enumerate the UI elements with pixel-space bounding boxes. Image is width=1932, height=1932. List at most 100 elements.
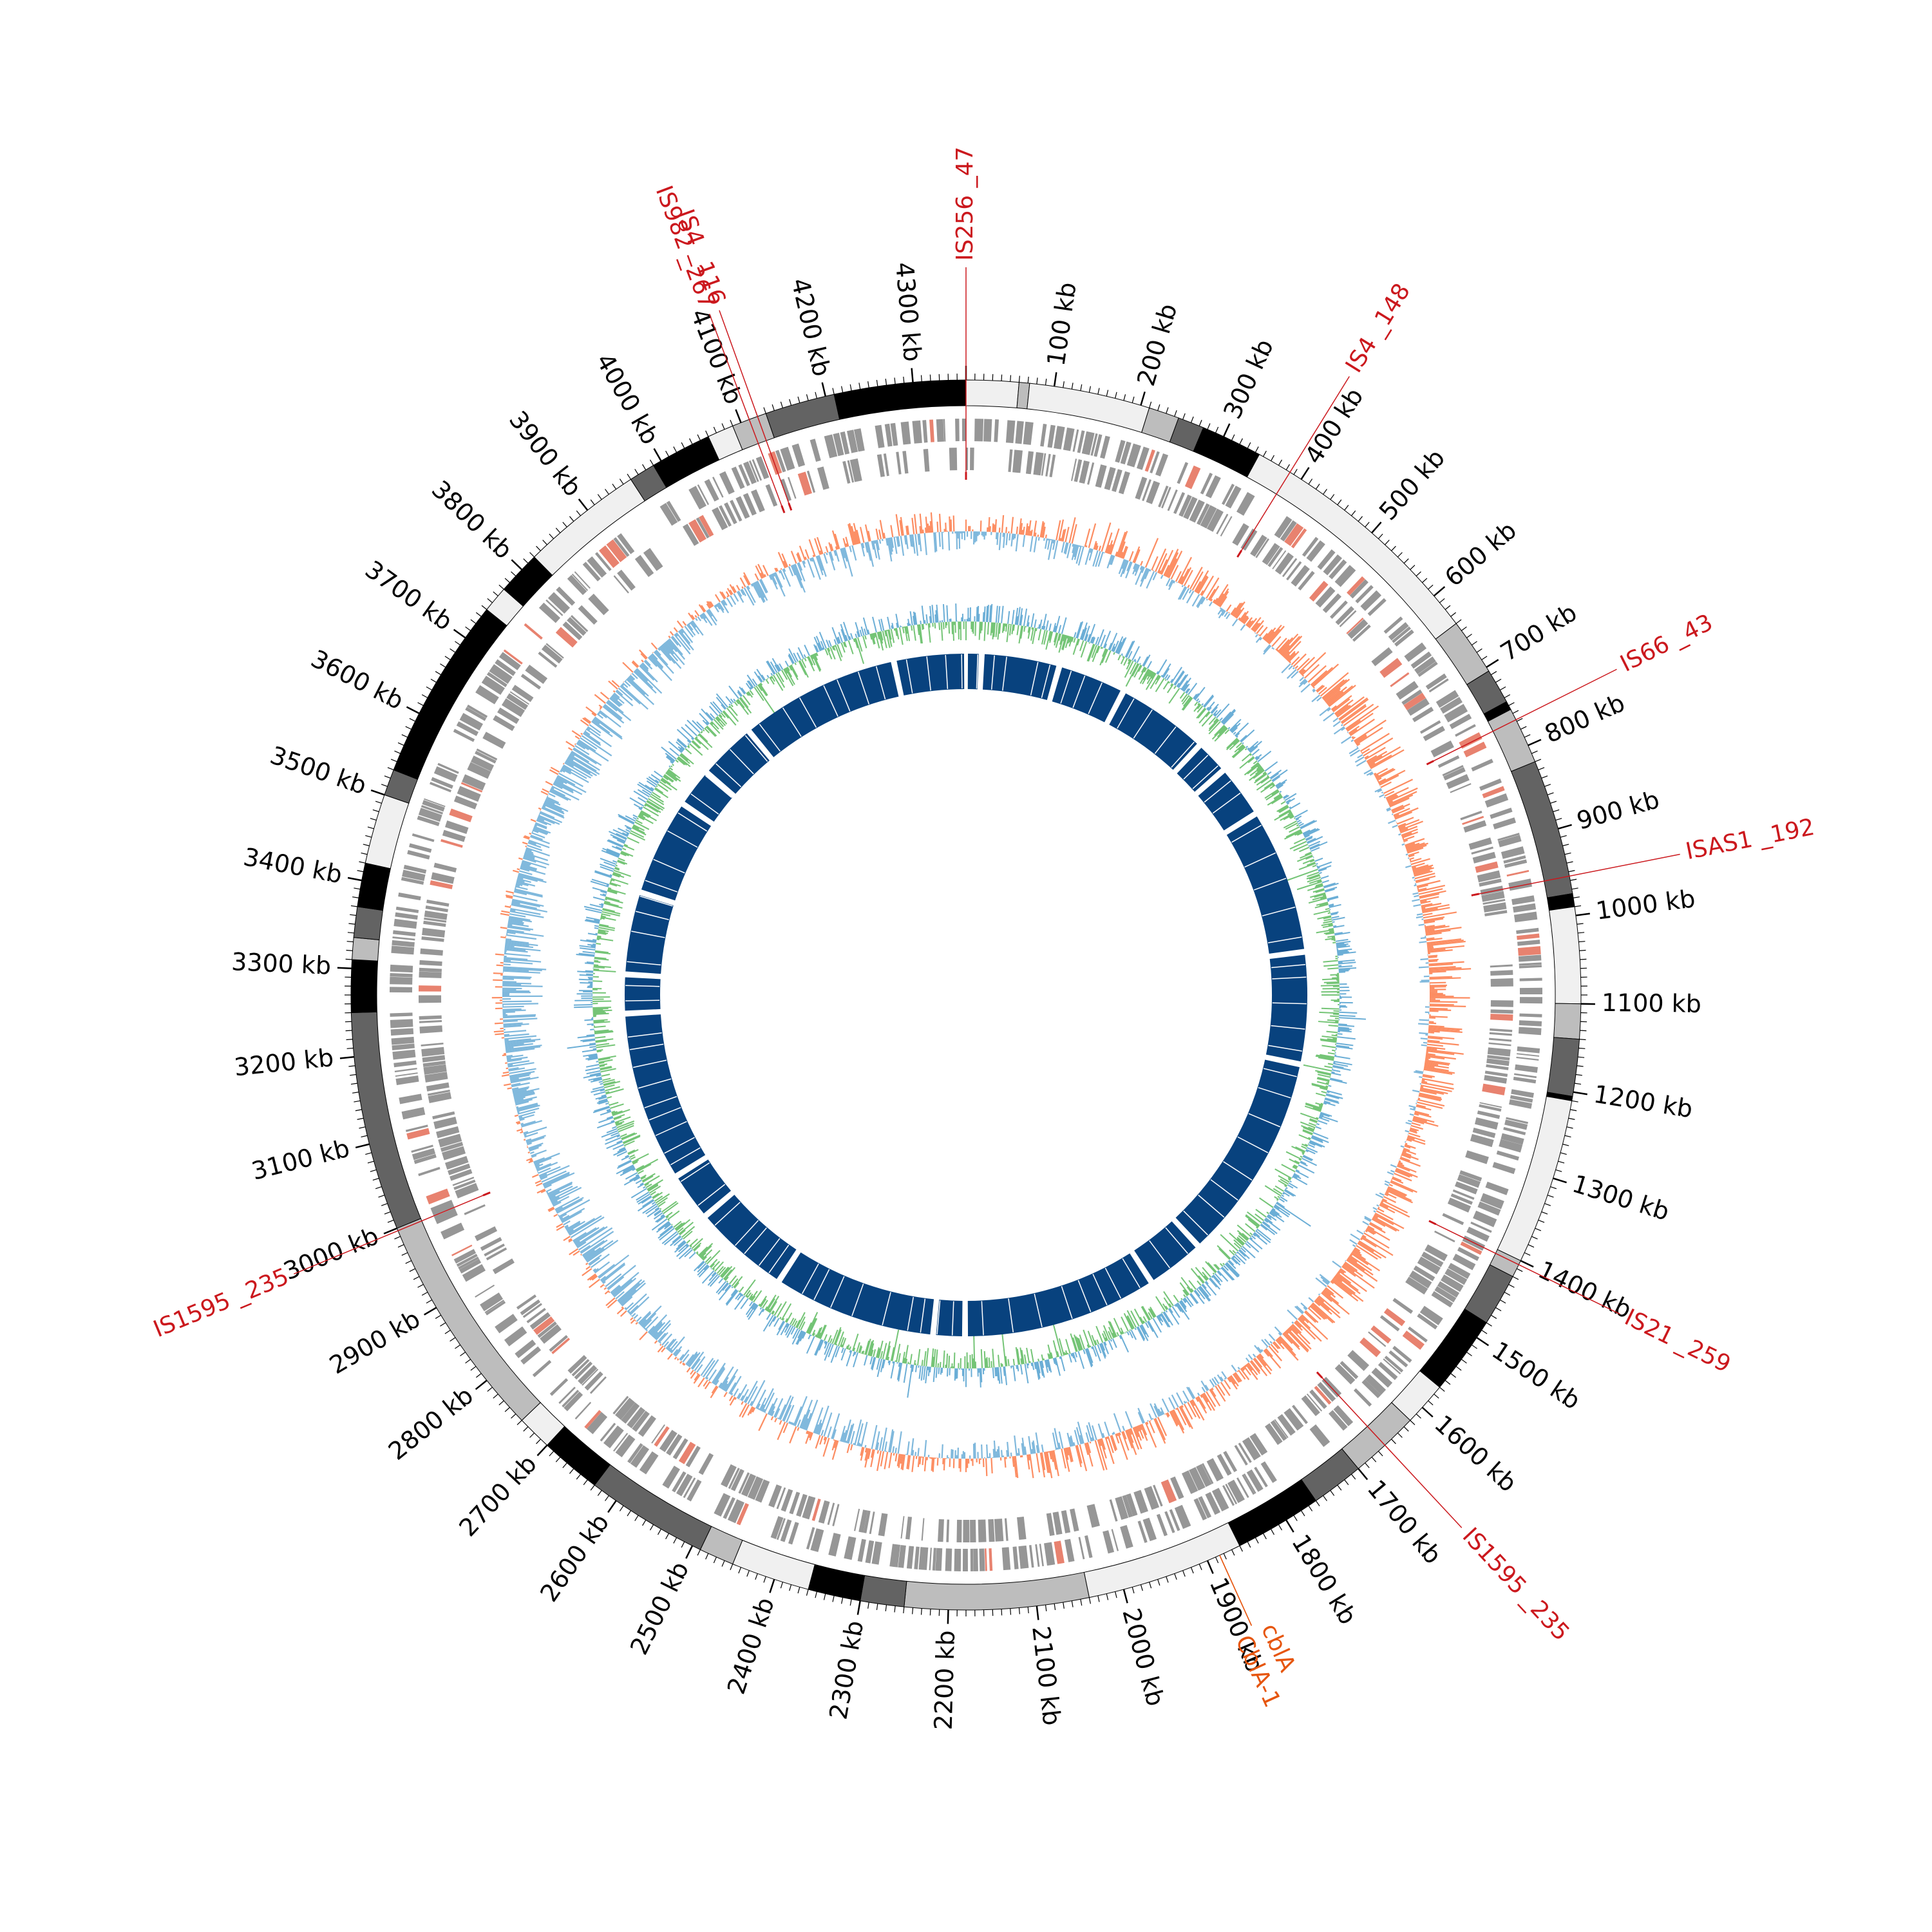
gc-content-bar <box>644 1175 660 1186</box>
gc-content-bar <box>1021 1350 1025 1365</box>
gc-content-bar <box>1181 697 1193 710</box>
gc-content-bar <box>995 1367 998 1377</box>
gc-skew-bar <box>1368 746 1401 766</box>
gc-skew-bar <box>1366 771 1373 776</box>
gc-skew-bar <box>927 523 930 533</box>
feature-bar <box>654 1426 670 1447</box>
gc-skew-bar <box>844 1419 851 1443</box>
gc-skew-bar <box>1421 902 1442 908</box>
gc-content-bar <box>1208 706 1212 712</box>
gc-skew-bar <box>1391 1177 1404 1184</box>
gc-skew-bar <box>556 777 567 784</box>
gc-skew-bar <box>845 536 849 547</box>
gc-content-bar <box>1145 673 1157 690</box>
gc-skew-bar <box>505 1046 514 1049</box>
gc-skew-bar <box>1218 591 1229 607</box>
gc-skew-bar <box>1409 1130 1417 1134</box>
feature-bar <box>1497 833 1520 841</box>
major-tick <box>423 1307 437 1316</box>
gc-skew-bar <box>789 1421 792 1425</box>
gc-content-bar <box>1226 1262 1240 1276</box>
gc-skew-bar <box>1268 625 1285 645</box>
gc-skew-bar <box>515 1101 529 1106</box>
gc-skew-bar <box>1298 656 1316 673</box>
feature-bar <box>1054 426 1065 450</box>
gc-skew-bar <box>1106 544 1110 554</box>
gc-content-bar <box>1193 694 1198 699</box>
gc-skew-bar <box>1394 807 1419 819</box>
gc-content-bar <box>1181 677 1191 691</box>
gc-skew-bar <box>513 891 527 896</box>
gc-skew-bar <box>1351 735 1354 739</box>
gc-skew-bar <box>1421 904 1450 911</box>
gc-content-bar <box>1075 621 1082 639</box>
gc-content-bar <box>1303 828 1320 837</box>
gc-skew-bar <box>1413 1107 1416 1110</box>
gc-skew-bar <box>634 1320 637 1322</box>
feature-bar <box>392 936 415 941</box>
feature-bar <box>1322 593 1341 613</box>
gc-skew-bar <box>1324 688 1341 702</box>
gc-skew-bar <box>1341 727 1346 732</box>
gc-skew-bar <box>900 516 904 536</box>
gc-skew-bar <box>701 605 706 612</box>
gc-skew-bar <box>1421 1077 1454 1086</box>
gc-content-bar <box>1019 608 1023 626</box>
minor-tick <box>1365 1463 1370 1468</box>
gc-content-bar <box>612 1126 617 1129</box>
gc-skew-bar <box>1421 1082 1454 1090</box>
gc-skew-bar <box>1117 1432 1128 1460</box>
feature-bar <box>458 1256 479 1270</box>
feature-bar <box>398 892 421 901</box>
gc-content-bar <box>1086 1348 1094 1363</box>
feature-bar <box>1074 459 1083 482</box>
gc-skew-bar <box>598 711 607 719</box>
gc-content-bar <box>1266 1215 1272 1220</box>
gc-skew-bar <box>1289 1326 1312 1350</box>
gc-content-bar <box>1149 1308 1156 1318</box>
gc-content-bar <box>1208 716 1217 725</box>
gc-content-bar <box>1189 696 1191 697</box>
feature-bar <box>419 967 442 972</box>
feature-bar <box>1519 1013 1542 1018</box>
gc-content-bar <box>1005 1356 1008 1367</box>
gc-content-bar <box>1317 880 1322 883</box>
gc-skew-bar <box>1056 520 1061 540</box>
gc-content-bar <box>1180 1276 1193 1293</box>
gc-skew-bar <box>782 1423 789 1434</box>
gc-skew-bar <box>695 618 698 621</box>
feature-bar <box>1466 1226 1490 1242</box>
gc-content-bar <box>998 623 1001 634</box>
gc-content-bar <box>1260 1223 1275 1235</box>
gc-content-bar <box>1333 1061 1352 1066</box>
gc-content-bar <box>629 1154 635 1158</box>
gc-skew-bar <box>1290 1325 1299 1334</box>
gc-content-bar <box>1162 668 1170 678</box>
gc-skew-bar <box>1401 1153 1411 1159</box>
gc-skew-bar <box>777 551 786 569</box>
feature-bar <box>1242 1474 1255 1495</box>
gc-skew-bar <box>1363 737 1394 757</box>
major-tick <box>337 967 352 969</box>
gc-skew-bar <box>850 1444 853 1451</box>
gc-skew-bar <box>924 527 927 533</box>
gc-content-bar <box>1320 1087 1328 1091</box>
minor-tick <box>721 423 725 430</box>
gc-skew-bar <box>777 1421 786 1441</box>
feature-bar <box>1434 1286 1457 1303</box>
gc-skew-bar <box>1328 685 1356 707</box>
gc-skew-bar <box>1135 566 1144 585</box>
gc-skew-bar <box>658 1332 668 1343</box>
gc-skew-bar <box>1255 634 1258 638</box>
gc-content-bar <box>1027 622 1030 627</box>
gc-skew-bar <box>516 1104 538 1111</box>
gc-skew-bar <box>687 623 694 631</box>
gc-skew-bar <box>682 1354 690 1363</box>
feature-bar <box>1371 647 1393 667</box>
gc-content-bar <box>1303 828 1319 837</box>
gc-skew-bar <box>1301 1314 1329 1340</box>
gc-skew-bar <box>1197 596 1205 609</box>
gc-skew-bar <box>562 1211 582 1224</box>
feature-bar <box>407 849 430 860</box>
minor-tick <box>1080 384 1083 391</box>
